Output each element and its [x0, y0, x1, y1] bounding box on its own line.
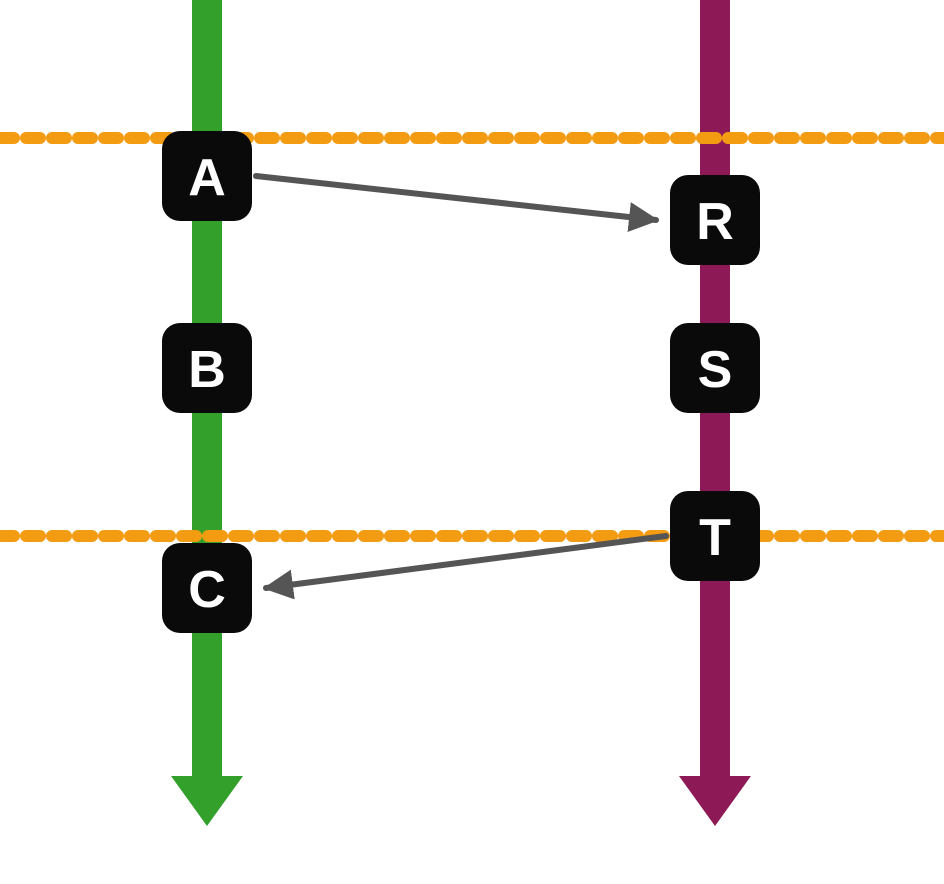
node-label-C: C	[188, 561, 226, 619]
node-A: A	[162, 131, 252, 221]
node-S: S	[670, 323, 760, 413]
node-T: T	[670, 491, 760, 581]
right-timeline-arrowhead	[679, 776, 751, 826]
node-label-A: A	[188, 149, 226, 207]
node-label-S: S	[698, 341, 733, 399]
node-C: C	[162, 543, 252, 633]
sequence-diagram: A B C R S T	[0, 0, 944, 884]
node-label-R: R	[696, 193, 734, 251]
left-timeline-arrowhead	[171, 776, 243, 826]
node-B: B	[162, 323, 252, 413]
node-R: R	[670, 175, 760, 265]
node-label-T: T	[699, 509, 731, 567]
message-T-to-C	[266, 536, 666, 588]
message-A-to-R	[256, 176, 656, 220]
node-label-B: B	[188, 341, 226, 399]
